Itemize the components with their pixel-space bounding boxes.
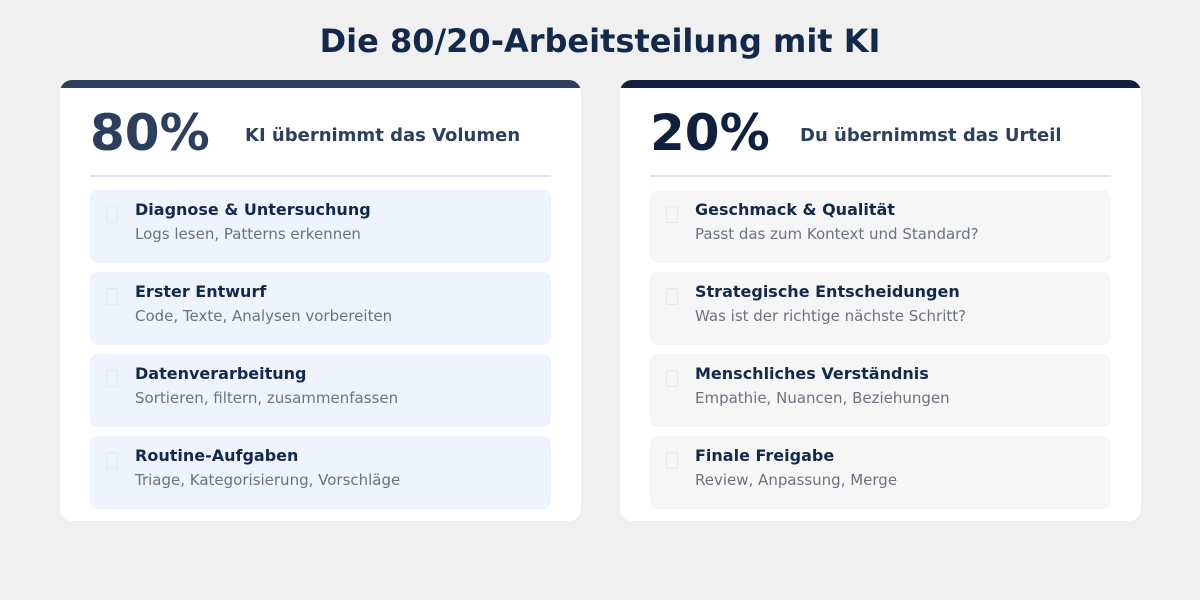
- item-icon: [666, 370, 678, 387]
- item-title: Strategische Entscheidungen: [695, 282, 960, 301]
- item-card: Datenverarbeitung Sortieren, filtern, zus…: [90, 354, 551, 427]
- item-description: Passt das zum Kontext und Standard?: [695, 225, 979, 243]
- percent: 80%: [90, 104, 210, 162]
- column-card: 20% Du übernimmst das Urteil Geschmack & Q…: [620, 80, 1141, 521]
- item-title: Menschliches Verständnis: [695, 364, 929, 383]
- column-card: 80% KI übernimmt das Volumen Diagnose & Un…: [60, 80, 581, 521]
- item-description: Code, Texte, Analysen vorbereiten: [135, 307, 393, 325]
- item-description: Was ist der richtige nächste Schritt?: [695, 307, 967, 325]
- item-title: Diagnose & Untersuchung: [135, 200, 371, 219]
- item-title: Datenverarbeitung: [135, 364, 307, 383]
- item-description: Logs lesen, Patterns erkennen: [135, 225, 361, 243]
- page-title: Die 80/20-Arbeitsteilung mit KI: [319, 22, 881, 60]
- item-title: Routine-Aufgaben: [135, 446, 299, 465]
- item-icon: [666, 206, 678, 223]
- item-card: Strategische Entscheidungen Was ist der r…: [650, 272, 1111, 345]
- item-card: Menschliches Verständnis Empathie, Nuance…: [650, 354, 1111, 427]
- item-description: Triage, Kategorisierung, Vorschläge: [135, 471, 401, 489]
- item-icon: [106, 206, 118, 223]
- percent: 20%: [650, 104, 770, 162]
- item-title: Geschmack & Qualität: [695, 200, 895, 219]
- item-icon: [666, 452, 678, 469]
- item-title: Erster Entwurf: [135, 282, 267, 301]
- column-heading: Du übernimmst das Urteil: [800, 125, 1062, 146]
- item-card: Geschmack & Qualität Passt das zum Kontex…: [650, 190, 1111, 263]
- item-card: Erster Entwurf Code, Texte, Analysen vorb…: [90, 272, 551, 345]
- item-icon: [106, 370, 118, 387]
- item-description: Empathie, Nuancen, Beziehungen: [695, 389, 950, 407]
- item-title: Finale Freigabe: [695, 446, 835, 465]
- accent-bar: [620, 80, 1141, 88]
- item-description: Review, Anpassung, Merge: [695, 471, 898, 489]
- item-card: Finale Freigabe Review, Anpassung, Merge: [650, 436, 1111, 509]
- divider: [650, 175, 1111, 177]
- item-card: Diagnose & Untersuchung Logs lesen, Patte…: [90, 190, 551, 263]
- item-card: Routine-Aufgaben Triage, Kategorisierung,…: [90, 436, 551, 509]
- column-heading: KI übernimmt das Volumen: [245, 125, 521, 146]
- item-icon: [666, 288, 678, 305]
- accent-bar: [60, 80, 581, 88]
- divider: [90, 175, 551, 177]
- item-icon: [106, 288, 118, 305]
- item-icon: [106, 452, 118, 469]
- item-description: Sortieren, filtern, zusammenfassen: [135, 389, 399, 407]
